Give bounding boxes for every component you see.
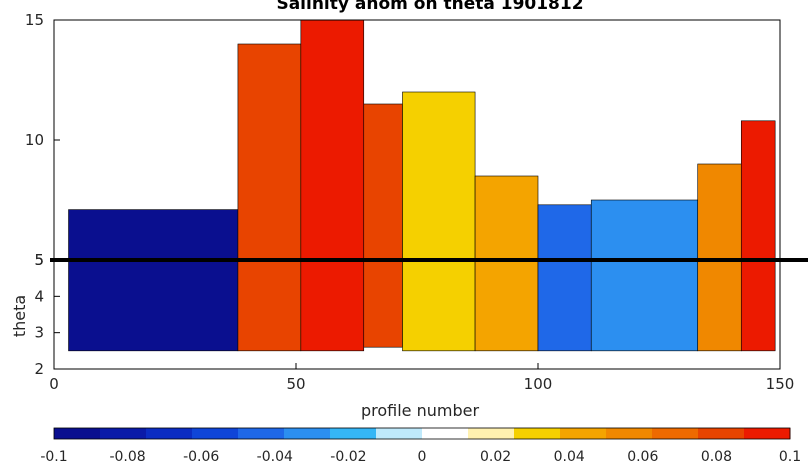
colorbar-tick-8: 0.06 [627, 449, 658, 465]
data-column-upper-6 [537, 204, 592, 261]
colorbar-segment-4 [238, 428, 285, 439]
lower-y-tick-2: 3 [34, 324, 44, 342]
data-column-lower-0 [68, 259, 239, 352]
colorbar-segment-11 [560, 428, 607, 439]
colorbar-segment-5 [284, 428, 331, 439]
colorbar-segment-1 [100, 428, 147, 439]
data-column-upper-2 [300, 19, 365, 261]
data-column-lower-1 [237, 259, 302, 352]
data-column-lower-2 [300, 259, 365, 352]
data-column-upper-3 [363, 103, 403, 261]
data-column-lower-8 [697, 259, 742, 352]
colorbar-tick-6: 0.02 [480, 449, 511, 465]
data-column-upper-1 [237, 43, 302, 261]
colorbar-segment-2 [146, 428, 193, 439]
colorbar-segment-9 [468, 428, 515, 439]
lower-y-tick-3: 2 [34, 360, 44, 378]
data-column-lower-9 [740, 259, 776, 352]
colorbar-segment-14 [698, 428, 745, 439]
data-column-upper-8 [697, 163, 742, 261]
upper-y-tick-0: 15 [25, 11, 44, 29]
colorbar-tick-5: 0 [418, 449, 427, 465]
data-column-lower-6 [537, 259, 592, 352]
data-column-upper-9 [740, 120, 776, 261]
upper-y-tick-2: 5 [34, 251, 44, 269]
x-tick-0: 0 [49, 375, 59, 393]
colorbar-tick-7: 0.04 [554, 449, 585, 465]
lower-y-tick-1: 4 [34, 287, 44, 305]
colorbar-frame [53, 427, 791, 440]
data-column-lower-4 [402, 259, 476, 352]
data-column-upper-0 [68, 209, 239, 261]
lower-y-tick-0: 5 [34, 251, 44, 269]
x-tick-3: 150 [766, 375, 795, 393]
colorbar-segment-6 [330, 428, 377, 439]
colorbar-segment-0 [54, 428, 101, 439]
colorbar-tick-10: 0.1 [779, 449, 801, 465]
colorbar-tick-9: 0.08 [701, 449, 732, 465]
colorbar-segment-12 [606, 428, 653, 439]
colorbar-segment-10 [514, 428, 561, 439]
colorbar-tick-2: -0.06 [183, 449, 219, 465]
colorbar-segment-13 [652, 428, 699, 439]
colorbar-tick-1: -0.08 [109, 449, 145, 465]
colorbar-segment-7 [376, 428, 423, 439]
upper-y-tick-1: 10 [25, 131, 44, 149]
y-axis-label: theta [10, 295, 29, 337]
upper-panel [68, 19, 776, 261]
colorbar [53, 427, 791, 440]
x-axis-label: profile number [361, 401, 479, 420]
chart-title: Salinity anom on theta 1901812 [276, 0, 583, 14]
x-tick-labels: 0 50 100 150 [49, 363, 794, 393]
colorbar-tick-4: -0.02 [330, 449, 366, 465]
data-column-upper-7 [590, 199, 699, 261]
colorbar-tick-3: -0.04 [257, 449, 293, 465]
lower-y-tick-labels: 5 4 3 2 [34, 251, 60, 378]
colorbar-tick-labels: -0.1 -0.08 -0.06 -0.04 -0.02 0 0.02 0.04 0.06 0.0… [40, 449, 801, 465]
colorbar-segment-8 [422, 428, 469, 439]
colorbar-tick-0: -0.1 [40, 449, 67, 465]
upper-y-tick-labels: 15 10 5 [25, 11, 60, 269]
data-column-lower-5 [474, 259, 539, 352]
colorbar-segment-3 [192, 428, 239, 439]
data-column-lower-3 [363, 259, 403, 348]
colorbar-segment-15 [744, 428, 791, 439]
x-tick-2: 100 [524, 375, 553, 393]
lower-panel [68, 259, 776, 352]
data-column-upper-5 [474, 175, 539, 261]
data-column-upper-4 [402, 91, 476, 261]
x-tick-1: 50 [286, 375, 305, 393]
data-column-lower-7 [590, 259, 699, 352]
